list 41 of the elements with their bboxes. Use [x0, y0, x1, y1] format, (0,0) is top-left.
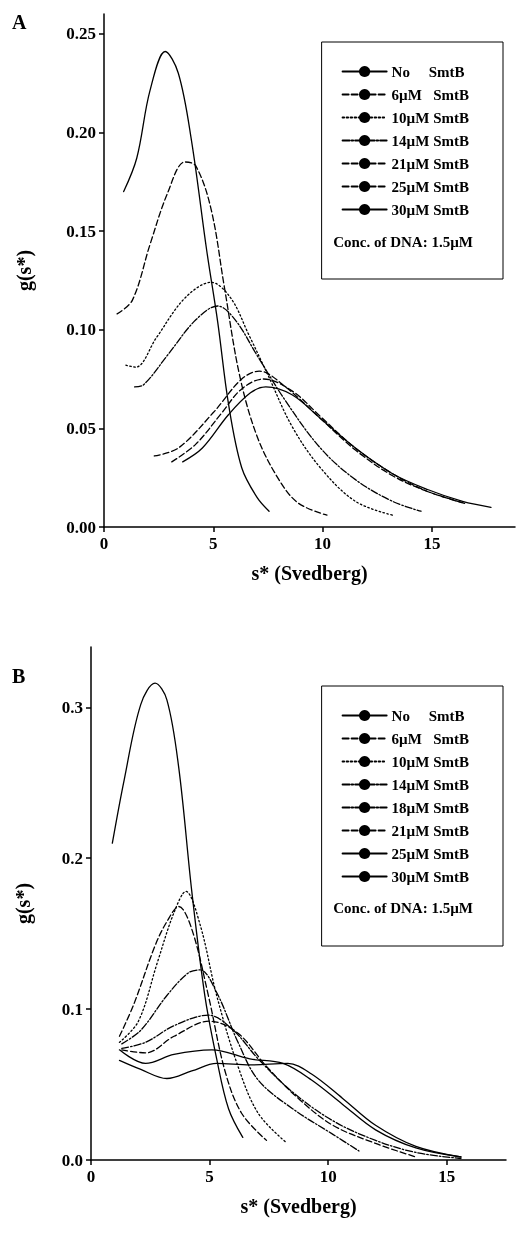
y-tick-label: 0.0: [61, 1150, 83, 1170]
x-tick-label: 10: [314, 534, 332, 553]
legend-label: 30µM SmtB: [391, 201, 469, 218]
y-tick-label: 0.10: [66, 320, 96, 340]
y-tick-label: 0.2: [61, 848, 83, 868]
x-tick-label: 5: [209, 534, 218, 553]
annotation: Conc. of DNA: 1.5µM: [333, 233, 473, 250]
text: A: [12, 11, 27, 33]
x-axis-title: s* (Svedberg): [240, 1195, 357, 1218]
text: B: [12, 665, 26, 687]
legend-label: 25µM SmtB: [391, 845, 469, 862]
legend-label: No SmtB: [391, 707, 465, 724]
y-tick-label: 0.3: [61, 697, 83, 717]
x-tick-label: 5: [205, 1167, 214, 1186]
x-tick-label: 10: [319, 1167, 337, 1186]
x-tick-label: 15: [438, 1167, 456, 1186]
x-tick-label: 0: [99, 534, 109, 553]
y-tick-label: 0.15: [66, 221, 96, 241]
x-axis-title: s* (Svedberg): [251, 562, 368, 585]
legend-label: No SmtB: [391, 63, 465, 80]
legend-label: 30µM SmtB: [391, 868, 469, 885]
y-tick-label: 0.00: [66, 517, 96, 537]
legend-label: 21µM SmtB: [391, 155, 469, 172]
y-tick-label: 0.05: [66, 418, 96, 438]
annotation: Conc. of DNA: 1.5µM: [333, 899, 473, 916]
x-tick-label: 0: [86, 1167, 96, 1186]
legend-label: 6µM SmtB: [391, 730, 469, 747]
y-tick-label: 0.20: [66, 122, 96, 142]
y-axis-title: g(s*): [13, 249, 36, 292]
legend-label: 10µM SmtB: [391, 753, 469, 770]
y-tick-label: 0.1: [61, 999, 83, 1019]
y-tick-label: 0.25: [66, 24, 96, 44]
legend-label: 21µM SmtB: [391, 822, 469, 839]
legend-label: 18µM SmtB: [391, 799, 469, 816]
x-tick-label: 15: [423, 534, 441, 553]
legend-label: 25µM SmtB: [391, 178, 469, 195]
legend-label: 6µM SmtB: [391, 86, 469, 103]
legend-label: 14µM SmtB: [391, 132, 469, 149]
legend-label: 10µM SmtB: [391, 109, 469, 126]
y-axis-title: g(s*): [12, 882, 35, 925]
legend-label: 14µM SmtB: [391, 776, 469, 793]
